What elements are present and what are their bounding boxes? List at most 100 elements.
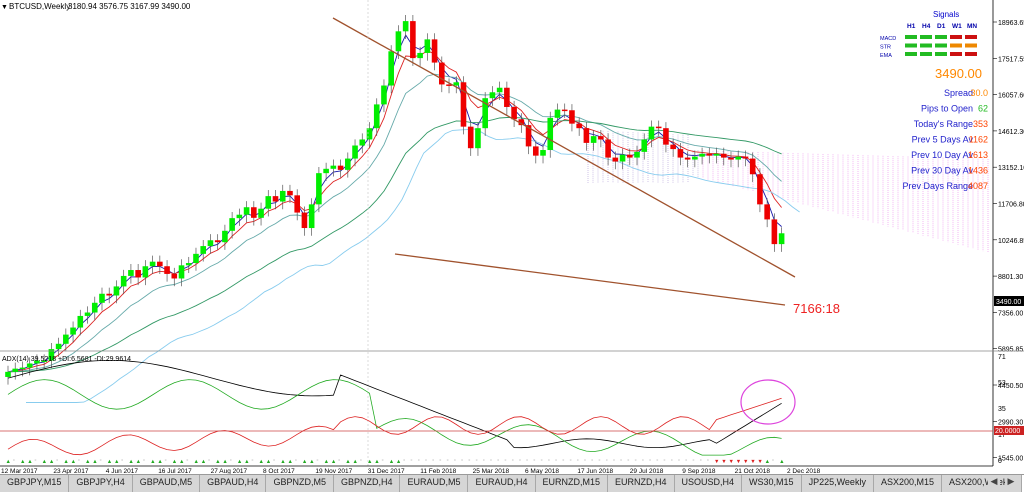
candle-body [113,286,120,296]
ichimoku-span-line [26,128,800,403]
candle-body [561,109,568,112]
signal-arrow-icon: ° [295,459,297,465]
adx-label: ADX(14) 39.5218 +DI:6.5681 -DI:29.9614 [2,356,131,363]
candle-body [626,154,633,158]
info-label: Pips to Open [921,104,973,114]
candle-body [149,261,156,267]
signal-arrow-icon: ▲ [237,459,242,465]
date-tick-label: 21 Oct 2018 [735,468,771,474]
candle-body [439,62,445,85]
candle-body [301,212,308,229]
chart-tab[interactable]: GBPAUD,H4 [200,475,267,492]
candle-body [106,293,113,296]
signal-arrow-icon: ° [490,459,492,465]
signal-arrow-icon: ° [454,459,456,465]
signal-arrow-icon: ° [78,459,80,465]
info-label: Prev Days Range [902,181,973,191]
signal-indicator [905,52,917,56]
signal-arrow-icon: ° [642,459,644,465]
signal-arrow-icon: ▲ [324,459,329,465]
candle-body [12,368,19,372]
signal-arrow-icon: ▲ [201,459,206,465]
signal-arrow-icon: ▲ [302,459,307,465]
candle-body [764,204,770,220]
signal-arrow-icon: ° [663,459,665,465]
candle-body [612,157,619,162]
tab-scroll-left-icon[interactable]: ◀ [988,476,1000,489]
signal-timeframe-label: W1 [952,23,962,30]
candle-body [120,275,127,287]
lower-trendline[interactable] [394,253,786,306]
price-chart[interactable]: ▼ BTCUSD,Weekly 3180.94 3576.75 3167.99 … [0,0,1024,474]
candle-body [728,157,734,160]
price-tick-label: 18963.65 [998,20,1024,27]
date-tick-label: 19 Nov 2017 [315,468,352,474]
chart-tab[interactable]: ASX200,M15 [874,475,942,492]
date-tick-label: 8 Oct 2017 [263,468,295,474]
date-axis: 12 Mar 2017 23 Apr 2017 4 Jun 2017 16 Jul 2… [1,468,821,474]
candle-body [19,367,26,370]
price-tick-label: 11706.80 [998,202,1024,209]
chart-tab[interactable]: EURNZD,M15 [536,475,609,492]
candle-body [655,126,662,129]
signal-indicator [965,43,977,48]
chart-tab[interactable]: BTCUSD,Weekly [1021,475,1024,492]
ema-mid-line [7,50,782,373]
candle-body [34,360,40,364]
chart-tab[interactable]: GBPJPY,M15 [0,475,70,492]
chart-tab[interactable]: WS30,M15 [742,475,802,492]
chart-tab[interactable]: GBPAUD,M5 [133,475,201,492]
candle-body [294,195,300,213]
chart-tab[interactable]: GBPJPY,H4 [69,475,133,492]
signal-arrow-icon: ▲ [63,459,68,465]
candle-body [641,139,648,152]
tab-scroll-right-icon[interactable]: ▶ [1005,476,1017,489]
candle-body [735,156,742,160]
chart-tab[interactable]: EURAUD,H4 [468,475,536,492]
price-tick-label: 17517.55 [998,56,1024,63]
price-axis[interactable]: 18963.65 17517.55 16057.60 14612.30 13152.10… [993,20,1024,463]
chart-tab[interactable]: GBPNZD,H4 [334,475,401,492]
date-tick-label: 11 Feb 2018 [420,468,456,474]
chart-tab[interactable]: EURAUD,M5 [400,475,469,492]
signal-arrow-icon: ▲ [179,459,184,465]
chart-tab[interactable]: GBPNZD,M5 [266,475,334,492]
adx-axis: 71 53 35 17 0 [998,354,1006,465]
signal-indicator [965,52,977,56]
signal-indicator [950,35,962,39]
highlight-ellipse [740,379,796,425]
signal-arrow-icon: ° [707,459,709,465]
candle-body [706,153,713,156]
current-price-label: 3490.00 [996,299,1021,306]
upper-trendline[interactable] [332,17,796,278]
signal-timeframe-label: H1 [907,23,916,30]
chart-tab[interactable]: JP225,Weekly [802,475,874,492]
date-tick-label: 12 Mar 2017 [1,468,38,474]
signal-indicator [920,52,932,56]
candle-body [48,349,55,361]
candle-body [236,214,243,219]
chart-tab[interactable]: USOUSD,H4 [675,475,743,492]
candle-body [373,104,380,129]
signal-arrow-icon: ° [13,459,15,465]
signal-arrow-icon: ° [504,459,506,465]
signal-arrow-icon: ° [410,459,412,465]
price-tick-label: 2990.30 [998,419,1023,426]
signal-timeframe-label: MN [967,23,977,30]
signal-arrow-icon: ▲ [389,459,394,465]
signal-arrow-icon: ° [273,459,275,465]
signal-arrow-icon: ▲ [259,459,264,465]
candle-body [359,139,366,146]
candle-body [308,204,315,229]
chart-tab[interactable]: ASX200,Weekly [942,475,1022,492]
chart-tab[interactable]: EURNZD,H4 [608,475,675,492]
signal-arrow-icon: ° [121,459,123,465]
candle-body [771,219,778,245]
signal-arrow-icon: ° [620,459,622,465]
signal-arrow-icon: ° [533,459,535,465]
signal-arrow-icon: ▼ [729,459,734,465]
date-tick-label: 2 Dec 2018 [787,468,821,474]
signal-arrow-icon: ▲ [172,459,177,465]
signal-arrow-icon: ° [475,459,477,465]
signal-arrow-icon: ▲ [128,459,133,465]
